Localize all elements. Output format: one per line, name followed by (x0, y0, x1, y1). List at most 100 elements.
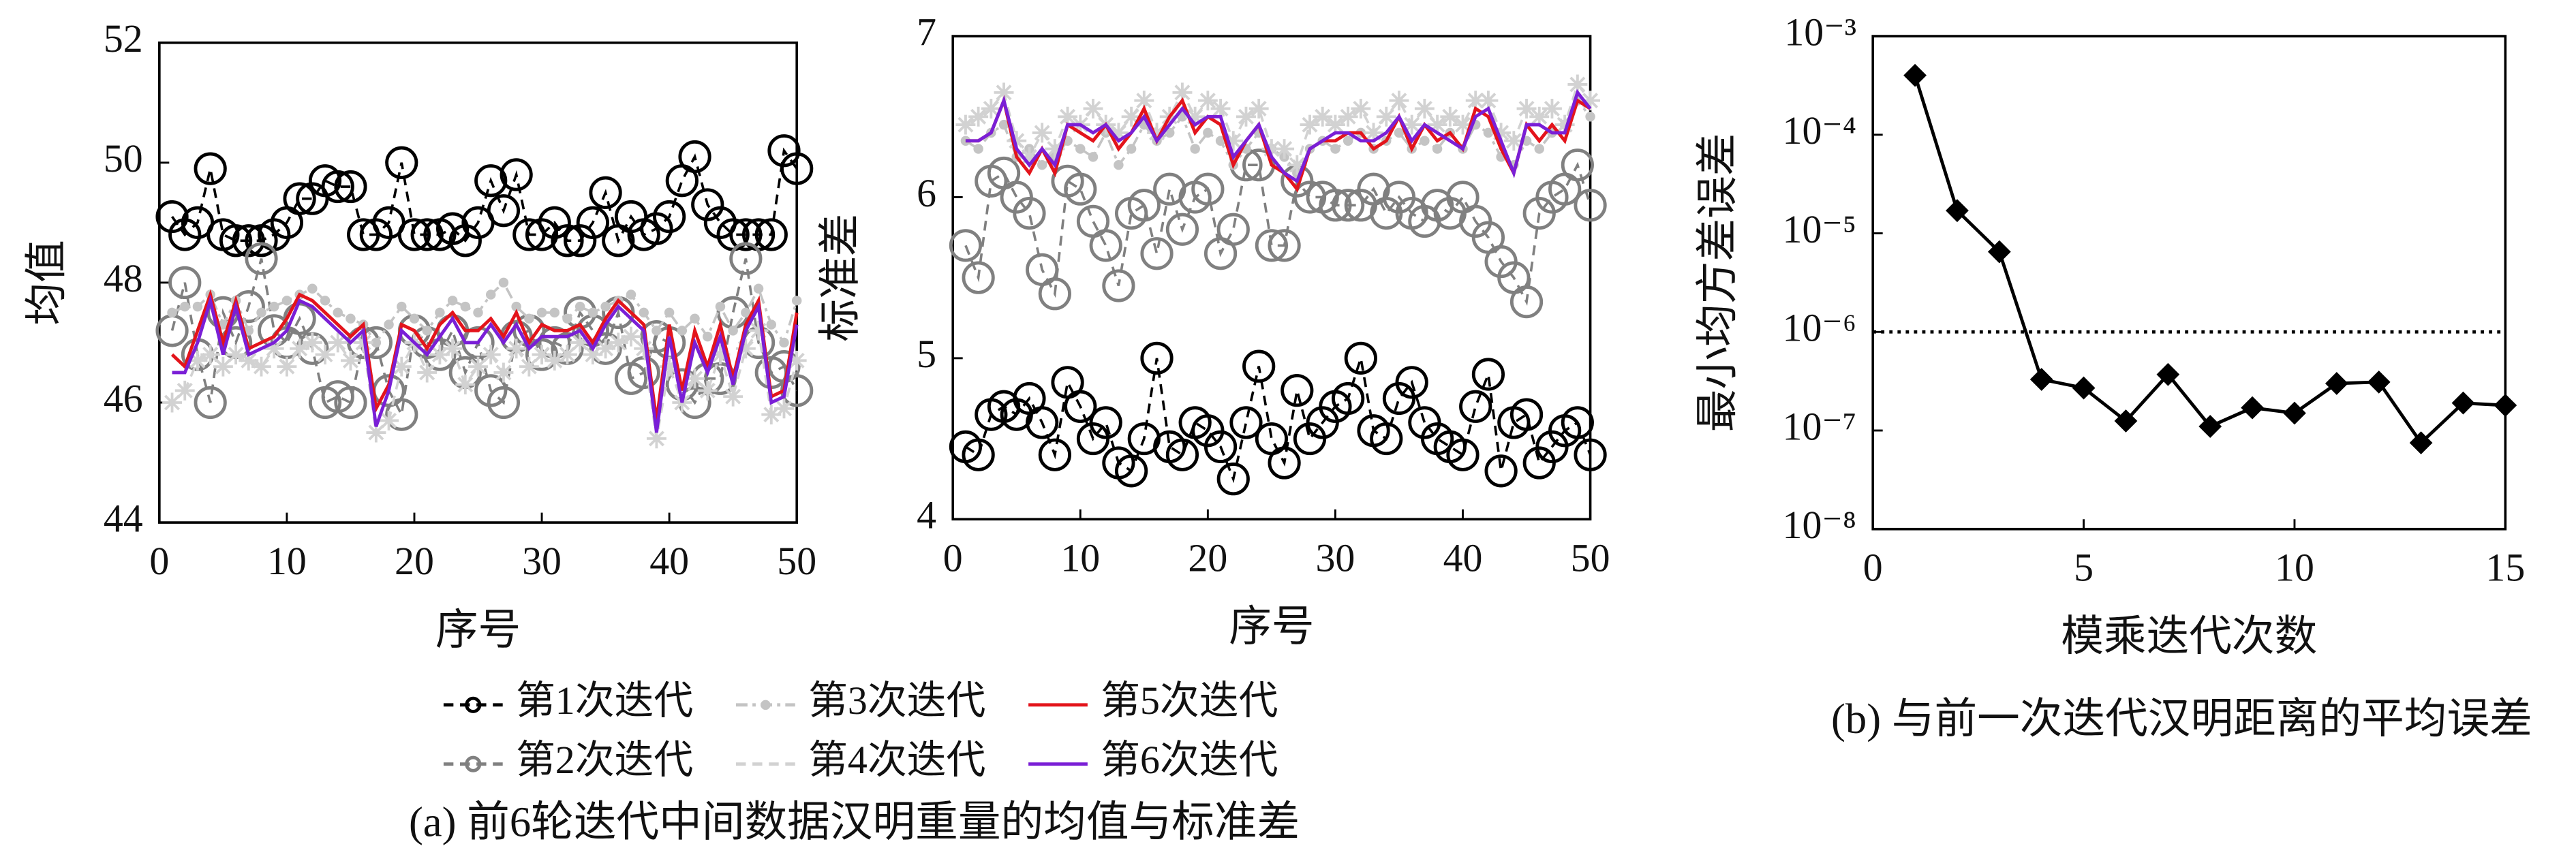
marker (532, 345, 552, 365)
marker (691, 188, 724, 221)
marker (1121, 106, 1141, 127)
marker (525, 338, 559, 371)
y-tick-label: 10⁻⁶ (1783, 306, 1857, 350)
series-line (964, 161, 1592, 306)
marker (340, 350, 361, 371)
marker (281, 296, 292, 306)
marker (1236, 106, 1256, 127)
marker (1126, 144, 1137, 154)
legend-marker (465, 696, 482, 713)
marker (741, 307, 751, 318)
marker (1115, 454, 1148, 488)
marker (1281, 374, 1314, 407)
legend-marker (465, 755, 482, 772)
marker (1574, 189, 1607, 222)
marker (640, 212, 673, 245)
marker (474, 164, 508, 198)
legend-marker (761, 700, 771, 710)
x-tick-label: 5 (2074, 546, 2094, 590)
marker (232, 224, 265, 257)
x-tick-label: 50 (777, 539, 816, 583)
marker (194, 386, 227, 420)
marker (1484, 454, 1518, 488)
marker (955, 114, 976, 135)
marker (410, 218, 444, 251)
marker (277, 356, 297, 377)
marker (2494, 394, 2517, 417)
marker (429, 345, 450, 365)
marker (200, 345, 221, 365)
marker (728, 326, 738, 336)
marker (1190, 144, 1200, 154)
marker (1344, 341, 1377, 375)
marker (729, 242, 763, 275)
marker (576, 206, 609, 239)
marker (1574, 438, 1607, 471)
marker (608, 332, 628, 353)
x-axis-label: 序号 (1229, 603, 1314, 651)
marker (1274, 139, 1295, 159)
marker (256, 307, 266, 318)
marker (1332, 189, 1365, 222)
marker (754, 218, 788, 251)
legend-label: 第6次迭代 (1101, 738, 1278, 782)
marker (545, 350, 565, 371)
x-tick-label: 20 (1188, 535, 1227, 580)
y-tick-label: 10⁻⁷ (1783, 404, 1857, 448)
y-tick-label: 10⁻⁵ (1783, 207, 1857, 251)
marker (187, 350, 208, 371)
marker (538, 206, 571, 239)
marker (1471, 358, 1505, 391)
y-tick-label: 4 (917, 493, 936, 537)
marker (570, 332, 590, 353)
marker (723, 386, 743, 407)
marker (1089, 229, 1122, 262)
marker (269, 301, 279, 312)
y-tick-label: 7 (917, 10, 936, 54)
marker (791, 296, 802, 306)
marker (245, 242, 278, 275)
x-tick-label: 40 (649, 539, 689, 583)
marker (998, 119, 1009, 130)
marker (634, 339, 654, 359)
marker (2029, 368, 2053, 391)
x-tick-label: 10 (1060, 535, 1100, 580)
y-tick-label: 10⁻³ (1784, 10, 1856, 54)
marker (385, 146, 418, 179)
marker (1491, 123, 1512, 143)
marker (646, 428, 666, 449)
marker (1210, 98, 1231, 119)
marker (1242, 349, 1276, 383)
series-line (170, 258, 798, 419)
marker (1432, 144, 1443, 154)
marker (384, 319, 394, 330)
marker (1389, 91, 1409, 111)
series-line (964, 358, 1592, 484)
marker (2325, 372, 2348, 395)
series-line (1913, 74, 2506, 445)
legend-label: 第2次迭代 (516, 738, 693, 782)
marker (766, 319, 777, 330)
marker (753, 283, 764, 294)
x-tick-label: 20 (395, 539, 434, 583)
plot-frame (1871, 35, 2507, 531)
x-axis-label: 序号 (435, 606, 521, 653)
series-line (170, 289, 799, 421)
marker (524, 313, 534, 324)
y-axis-label: 均值 (22, 240, 70, 325)
caption: (a) 前6轮迭代中间数据汉明重量的均值与标准差 (409, 798, 1300, 846)
y-tick-label: 52 (104, 16, 143, 61)
marker (397, 301, 407, 312)
marker (192, 301, 203, 312)
marker (1165, 213, 1199, 246)
marker (2156, 362, 2180, 386)
marker (435, 307, 445, 318)
marker (307, 283, 318, 294)
marker (1261, 139, 1282, 159)
y-tick-label: 5 (917, 332, 936, 376)
marker (1216, 213, 1250, 246)
marker (1037, 159, 1047, 170)
marker (283, 182, 316, 215)
marker (239, 350, 259, 371)
